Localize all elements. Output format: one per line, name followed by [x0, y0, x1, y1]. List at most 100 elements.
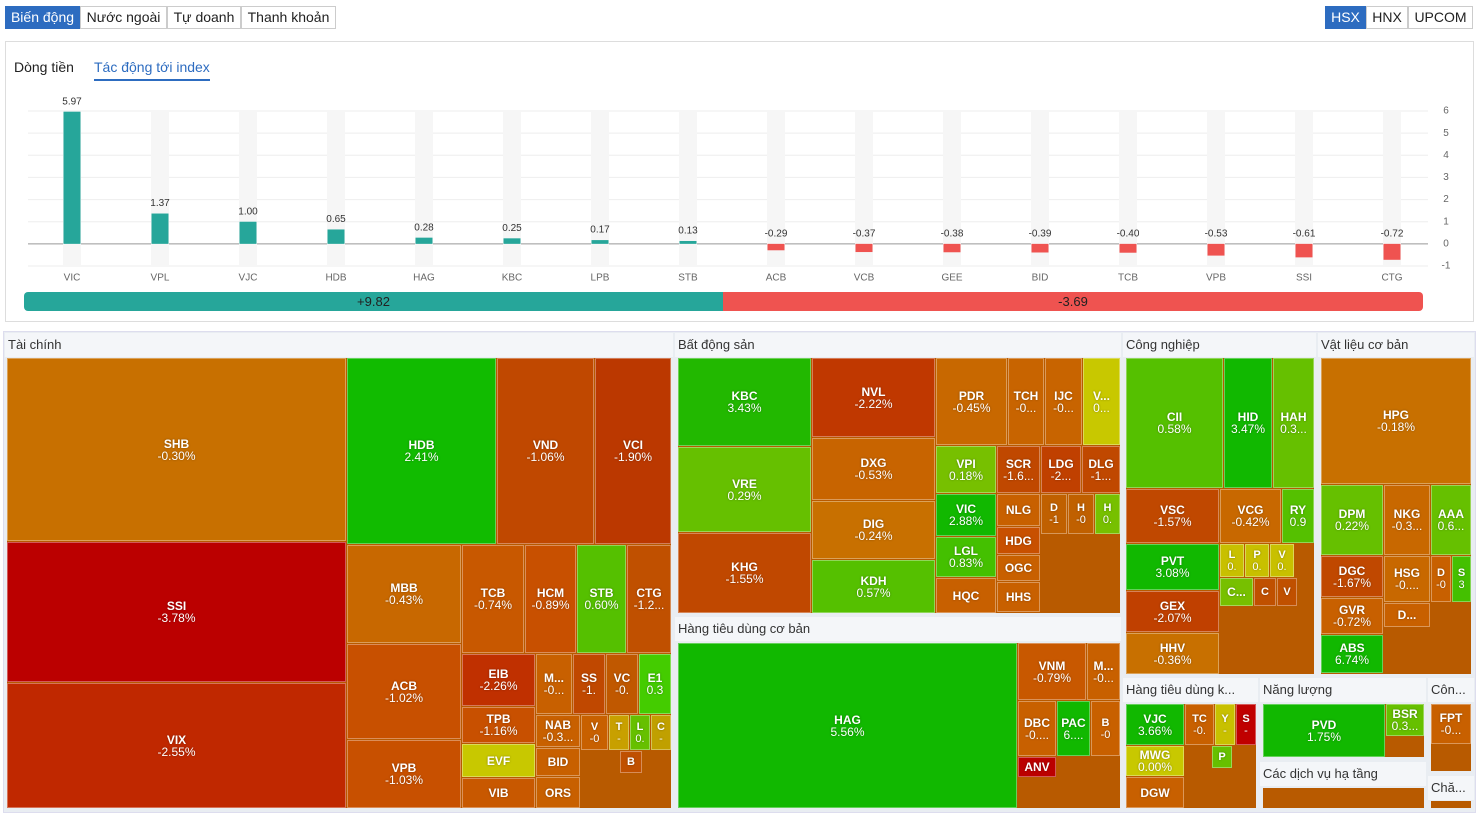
stock-cell[interactable]: TPB -1.16%: [462, 707, 535, 743]
stock-cell[interactable]: PAC 6....: [1057, 701, 1090, 756]
stock-cell[interactable]: HAG 5.56%: [678, 643, 1017, 808]
stock-cell[interactable]: VNM -0.79%: [1018, 643, 1086, 700]
stock-cell[interactable]: EIB -2.26%: [462, 654, 535, 706]
stock-cell[interactable]: PVD 1.75%: [1263, 704, 1385, 757]
stock-cell[interactable]: HQC: [936, 578, 996, 613]
stock-cell[interactable]: KHG -1.55%: [678, 533, 811, 613]
stock-cell[interactable]: VIC 2.88%: [936, 494, 996, 536]
stock-cell[interactable]: ANV: [1018, 757, 1056, 777]
stock-cell[interactable]: VIB: [462, 778, 535, 808]
stock-cell[interactable]: V: [1277, 578, 1297, 606]
stock-cell[interactable]: H -0: [1068, 494, 1094, 534]
stock-cell[interactable]: VC -0.: [606, 654, 638, 714]
tab-button[interactable]: Tự doanh: [167, 6, 241, 29]
stock-cell[interactable]: NAB -0.3...: [536, 715, 580, 747]
stock-cell[interactable]: D...: [1384, 603, 1430, 627]
stock-cell[interactable]: B -0: [1091, 701, 1120, 756]
stock-cell[interactable]: VSC -1.57%: [1126, 489, 1219, 543]
tab-button[interactable]: Biến động: [5, 6, 80, 29]
stock-cell[interactable]: MBB -0.43%: [347, 545, 461, 643]
stock-cell[interactable]: SS -1.: [573, 654, 605, 714]
stock-cell[interactable]: NLG: [997, 494, 1040, 526]
tab-button[interactable]: Nước ngoài: [80, 6, 167, 29]
stock-cell[interactable]: DGC -1.67%: [1321, 556, 1383, 597]
stock-cell[interactable]: ACB -1.02%: [347, 644, 461, 739]
stock-cell[interactable]: KDH 0.57%: [812, 560, 935, 613]
stock-cell[interactable]: VJC 3.66%: [1126, 704, 1184, 745]
stock-cell[interactable]: BID: [536, 748, 580, 776]
stock-cell[interactable]: V -0: [581, 715, 608, 750]
stock-cell[interactable]: DLG -1...: [1082, 446, 1120, 493]
stock-cell[interactable]: NKG -0.3...: [1384, 485, 1430, 555]
stock-cell[interactable]: HSG -0....: [1384, 556, 1430, 602]
stock-cell[interactable]: HDG: [997, 527, 1040, 554]
stock-cell[interactable]: M... -0...: [1087, 643, 1120, 700]
stock-cell[interactable]: VIX -2.55%: [7, 683, 346, 808]
stock-cell[interactable]: HID 3.47%: [1224, 358, 1272, 488]
stock-cell[interactable]: L 0.: [630, 715, 650, 750]
stock-cell[interactable]: P: [1212, 746, 1232, 768]
stock-cell[interactable]: SHB -0.30%: [7, 358, 346, 541]
stock-cell[interactable]: P 0.: [1245, 544, 1269, 577]
stock-cell[interactable]: KBC 3.43%: [678, 358, 811, 446]
stock-cell[interactable]: V... 0...: [1083, 358, 1120, 445]
stock-cell[interactable]: S-: [1236, 704, 1256, 745]
stock-cell[interactable]: DIG -0.24%: [812, 501, 935, 559]
stock-cell[interactable]: NVL -2.22%: [812, 358, 935, 437]
stock-cell[interactable]: FPT -0...: [1431, 704, 1471, 744]
stock-cell[interactable]: H 0.: [1095, 494, 1120, 534]
stock-cell[interactable]: VPI 0.18%: [936, 446, 996, 493]
stock-cell[interactable]: PVT 3.08%: [1126, 544, 1219, 590]
exchange-button[interactable]: UPCOM: [1408, 6, 1473, 29]
stock-cell[interactable]: VCG -0.42%: [1220, 489, 1281, 543]
stock-cell[interactable]: T-: [609, 715, 629, 750]
stock-cell[interactable]: DGW: [1126, 777, 1184, 808]
stock-cell[interactable]: HHV -0.36%: [1126, 633, 1219, 674]
stock-cell[interactable]: D -1: [1041, 494, 1067, 534]
stock-cell[interactable]: CII 0.58%: [1126, 358, 1223, 488]
stock-cell[interactable]: E1 0.3: [639, 654, 671, 714]
stock-cell[interactable]: VCI -1.90%: [595, 358, 671, 544]
stock-cell[interactable]: OGC: [997, 555, 1040, 581]
stock-cell[interactable]: VND -1.06%: [497, 358, 594, 544]
stock-cell[interactable]: VPB -1.03%: [347, 740, 461, 808]
stock-cell[interactable]: C-: [651, 715, 671, 750]
stock-cell[interactable]: TCH -0...: [1008, 358, 1044, 445]
stock-cell[interactable]: DXG -0.53%: [812, 438, 935, 500]
stock-cell[interactable]: EVF: [462, 744, 535, 777]
stock-cell[interactable]: HCM -0.89%: [525, 545, 576, 653]
stock-cell[interactable]: HDB 2.41%: [347, 358, 496, 544]
stock-cell[interactable]: B: [620, 751, 642, 773]
stock-cell[interactable]: AAA 0.6...: [1431, 485, 1471, 555]
stock-cell[interactable]: Y-: [1215, 704, 1235, 745]
stock-cell[interactable]: DBC -0....: [1018, 701, 1056, 756]
sub-tab[interactable]: Dòng tiền: [14, 59, 74, 75]
stock-cell[interactable]: SSI -3.78%: [7, 542, 346, 682]
stock-cell[interactable]: LGL 0.83%: [936, 537, 996, 577]
stock-cell[interactable]: RY 0.9: [1282, 489, 1314, 543]
stock-cell[interactable]: M... -0...: [536, 654, 572, 714]
stock-cell[interactable]: HPG -0.18%: [1321, 358, 1471, 484]
sub-tab[interactable]: Tác động tới index: [94, 59, 210, 81]
stock-cell[interactable]: CTG -1.2...: [627, 545, 671, 653]
stock-cell[interactable]: TCB -0.74%: [462, 545, 524, 653]
stock-cell[interactable]: GVR -0.72%: [1321, 598, 1383, 634]
stock-cell[interactable]: C: [1254, 578, 1276, 606]
stock-cell[interactable]: ORS: [536, 777, 580, 808]
stock-cell[interactable]: BSR 0.3...: [1386, 704, 1424, 736]
exchange-button[interactable]: HNX: [1366, 6, 1408, 29]
stock-cell[interactable]: DPM 0.22%: [1321, 485, 1383, 555]
stock-cell[interactable]: L 0.: [1220, 544, 1244, 577]
stock-cell[interactable]: SCR -1.6...: [997, 446, 1040, 493]
stock-cell[interactable]: IJC -0...: [1045, 358, 1082, 445]
stock-cell[interactable]: HAH 0.3...: [1273, 358, 1314, 488]
stock-cell[interactable]: MWG 0.00%: [1126, 746, 1184, 776]
stock-cell[interactable]: C...: [1220, 578, 1253, 606]
exchange-button[interactable]: HSX: [1325, 6, 1366, 29]
stock-cell[interactable]: STB 0.60%: [577, 545, 626, 653]
stock-cell[interactable]: V 0.: [1270, 544, 1294, 577]
stock-cell[interactable]: LDG -2...: [1041, 446, 1081, 493]
stock-cell[interactable]: D -0: [1431, 556, 1451, 602]
stock-cell[interactable]: ABS 6.74%: [1321, 635, 1383, 673]
